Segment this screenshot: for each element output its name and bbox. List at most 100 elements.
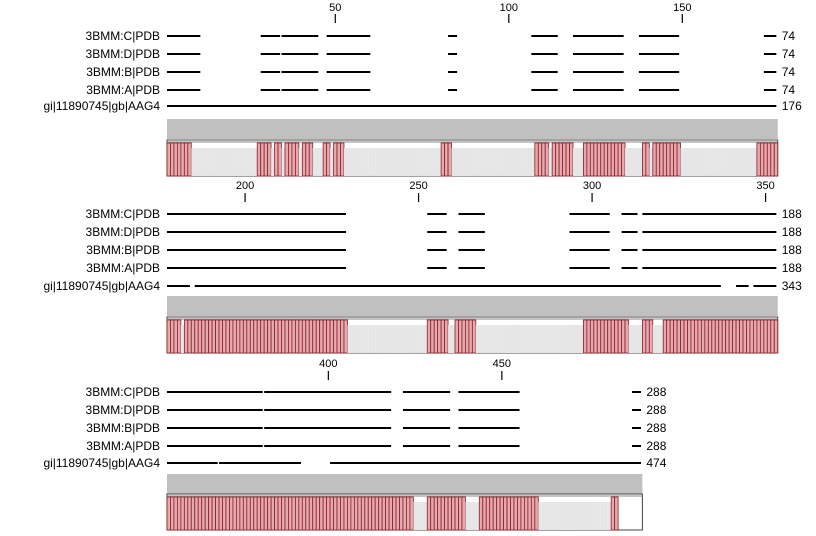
conservation-gap <box>531 325 535 353</box>
sequence-row[interactable]: 3BMM:B|PDB 188 <box>86 243 802 257</box>
conservation-bar <box>728 319 734 354</box>
conservation-gap <box>566 502 570 530</box>
conservation-gap <box>514 325 518 353</box>
conservation-bar <box>326 496 331 531</box>
conservation-gap <box>465 148 469 176</box>
conservation-bar <box>596 319 602 354</box>
sequence-end-position: 288 <box>646 439 666 453</box>
conservation-gap <box>430 148 435 176</box>
conservation-bar <box>673 142 678 177</box>
conservation-gap <box>753 148 757 176</box>
conservation-gap <box>711 148 716 176</box>
conservation-bar <box>173 142 178 177</box>
sequence-end-position: 288 <box>646 421 666 435</box>
conservation-bar <box>753 319 758 354</box>
sequence-label: gi|11890745|gb|AAG4 <box>43 279 160 293</box>
conservation-gap <box>371 148 376 176</box>
conservation-gap <box>562 325 567 353</box>
conservation-gap <box>503 325 508 353</box>
conservation-gap <box>364 325 369 353</box>
conservation-bar <box>329 319 334 354</box>
conservation-bar <box>242 496 248 531</box>
conservation-bar <box>246 496 251 531</box>
conservation-gap <box>416 148 421 176</box>
conservation-gap <box>600 502 605 530</box>
conservation-bar <box>621 319 626 354</box>
conservation-bar <box>503 496 508 531</box>
conservation-gap <box>413 502 417 530</box>
conservation-gap <box>208 148 213 176</box>
conservation-gap <box>548 502 553 530</box>
conservation-bar <box>746 319 751 354</box>
conservation-gap <box>364 148 369 176</box>
sequence-row[interactable]: 3BMM:D|PDB 188 <box>86 225 803 239</box>
conservation-bar <box>506 496 511 531</box>
conservation-bar <box>388 496 393 531</box>
conservation-bar <box>267 496 272 531</box>
conservation-bar <box>763 319 768 354</box>
conservation-bar <box>187 319 192 354</box>
conservation-bar <box>426 319 432 354</box>
sequence-row[interactable]: gi|11890745|gb|AAG4 343 <box>43 279 802 293</box>
conservation-bar <box>603 319 609 354</box>
consensus-bar <box>167 296 778 316</box>
conservation-bar <box>447 142 452 177</box>
conservation-bar <box>735 319 740 354</box>
conservation-bar <box>447 496 452 531</box>
conservation-bar <box>555 142 560 177</box>
conservation-gap <box>569 502 573 530</box>
sequence-row[interactable]: 3BMM:B|PDB 74 <box>86 65 795 79</box>
conservation-bar <box>256 319 262 354</box>
sequence-row[interactable]: 3BMM:C|PDB 188 <box>86 207 803 221</box>
conservation-bar <box>322 496 328 531</box>
conservation-gap <box>527 148 532 176</box>
conservation-gap <box>361 325 365 353</box>
conservation-bar <box>270 496 275 531</box>
conservation-gap <box>722 148 726 176</box>
conservation-gap <box>378 148 383 176</box>
conservation-bar <box>235 319 241 354</box>
sequence-row[interactable]: gi|11890745|gb|AAG4 474 <box>43 456 666 470</box>
sequence-row[interactable]: 3BMM:D|PDB 74 <box>86 47 796 61</box>
conservation-bar <box>218 496 223 531</box>
conservation-bar <box>378 496 383 531</box>
conservation-bar <box>232 496 237 531</box>
conservation-gap <box>420 148 424 176</box>
conservation-bar <box>183 319 189 354</box>
sequence-row[interactable]: 3BMM:B|PDB 288 <box>86 421 667 435</box>
conservation-bar <box>593 142 598 177</box>
conservation-bar <box>680 319 685 354</box>
conservation-gap <box>489 148 494 176</box>
conservation-gap <box>572 325 577 353</box>
sequence-row[interactable]: 3BMM:C|PDB 74 <box>86 29 796 43</box>
conservation-bar <box>208 319 213 354</box>
sequence-row[interactable]: 3BMM:A|PDB 288 <box>86 439 667 453</box>
conservation-bar <box>600 142 605 177</box>
conservation-gap <box>451 325 456 353</box>
conservation-bar <box>315 496 321 531</box>
conservation-bar <box>284 142 289 177</box>
conservation-gap <box>725 148 730 176</box>
sequence-row[interactable]: 3BMM:C|PDB 288 <box>86 385 667 399</box>
conservation-bar <box>700 319 706 354</box>
conservation-gap <box>500 148 504 176</box>
sequence-row[interactable]: gi|11890745|gb|AAG4 176 <box>43 99 802 113</box>
sequence-row[interactable]: 3BMM:A|PDB 74 <box>86 83 795 97</box>
conservation-bar <box>274 319 279 354</box>
conservation-gap <box>572 502 577 530</box>
conservation-gap <box>576 148 580 176</box>
sequence-row[interactable]: 3BMM:A|PDB 188 <box>86 261 802 275</box>
conservation-gap <box>656 325 660 353</box>
sequence-row[interactable]: 3BMM:D|PDB 288 <box>86 403 667 417</box>
conservation-gap <box>510 325 514 353</box>
conservation-bar <box>648 319 654 354</box>
conservation-gap <box>319 148 324 176</box>
conservation-gap <box>701 148 705 176</box>
conservation-gap <box>385 148 390 176</box>
conservation-bar <box>364 496 369 531</box>
conservation-bar <box>201 496 206 531</box>
conservation-gap <box>552 502 556 530</box>
conservation-bar <box>308 142 314 177</box>
